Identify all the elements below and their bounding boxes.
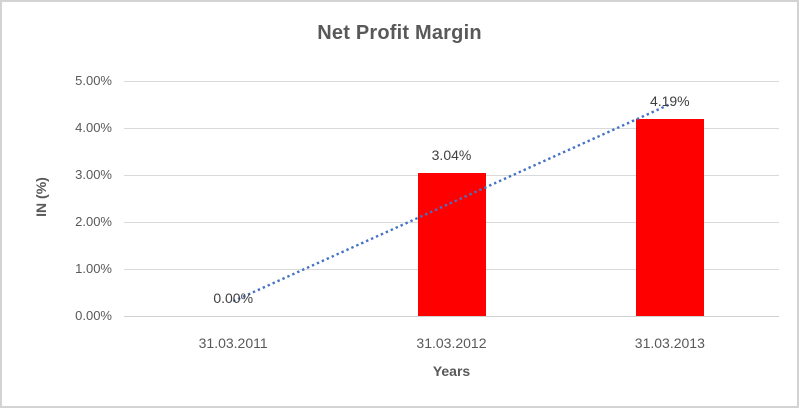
chart-title: Net Profit Margin: [317, 22, 482, 44]
data-label: 4.19%: [649, 93, 690, 110]
y-tick-label: 3.00%: [75, 167, 112, 182]
gridline: [124, 80, 779, 82]
y-tick-label: 1.00%: [75, 261, 112, 276]
y-tick-label: 4.00%: [75, 120, 112, 135]
data-label: 3.04%: [431, 147, 472, 164]
x-tick-label: 31.03.2011: [198, 335, 268, 351]
x-axis-line: [124, 315, 779, 317]
y-tick-label: 2.00%: [75, 214, 112, 229]
y-tick-label: 5.00%: [75, 73, 112, 88]
x-tick-label: 31.03.2012: [416, 335, 487, 351]
y-tick-label: 0.00%: [75, 308, 112, 323]
x-axis-title: Years: [432, 363, 471, 379]
data-label: 0.00%: [213, 290, 254, 306]
x-tick-label: 31.03.2013: [634, 335, 705, 351]
